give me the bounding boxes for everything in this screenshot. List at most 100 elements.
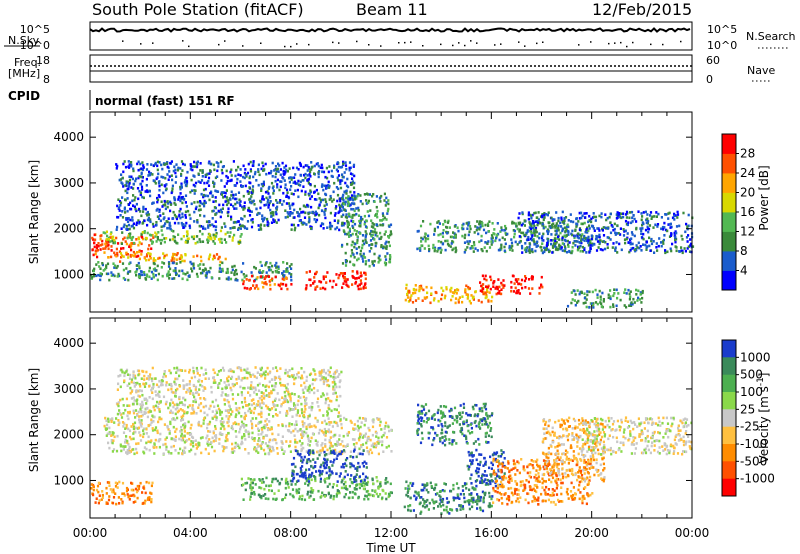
echo-cell (234, 193, 237, 196)
echo-cell (169, 267, 172, 271)
echo-cell (134, 207, 137, 211)
echo-cell (314, 220, 318, 224)
echo-cell (196, 160, 199, 164)
echo-cell (132, 204, 135, 207)
echo-cell (127, 234, 130, 237)
echo-cell (592, 302, 595, 305)
echo-cell (486, 286, 489, 289)
echo-cell (375, 223, 378, 227)
echo-cell (221, 445, 224, 448)
echo-cell (378, 197, 381, 200)
echo-cell (139, 407, 142, 411)
echo-cell (623, 230, 626, 233)
echo-cell (377, 256, 380, 260)
echo-cell (246, 171, 250, 175)
echo-cell (335, 451, 338, 455)
echo-cell (373, 238, 376, 241)
echo-cell (593, 229, 596, 232)
echo-cell (139, 182, 142, 186)
echo-cell (196, 163, 199, 167)
echo-cell (239, 180, 242, 183)
echo-cell (579, 244, 582, 248)
echo-cell (361, 243, 364, 247)
echo-cell (609, 238, 612, 241)
echo-cell (277, 283, 280, 287)
echo-cell (382, 214, 385, 218)
echo-cell (174, 203, 177, 206)
echo-cell (629, 303, 633, 306)
echo-cell (239, 367, 242, 371)
echo-cell (182, 223, 185, 226)
echo-cell (110, 245, 113, 248)
echo-cell (583, 292, 586, 295)
echo-cell (500, 226, 503, 229)
echo-cell (171, 187, 174, 190)
echo-cell (148, 410, 151, 414)
echo-cell (158, 256, 161, 260)
echo-cell (352, 226, 355, 229)
echo-cell (421, 299, 424, 302)
echo-cell (601, 248, 604, 252)
echo-cell (141, 161, 144, 164)
echo-cell (369, 438, 372, 442)
echo-cell (651, 215, 654, 219)
echo-cell (557, 228, 560, 232)
echo-cell (678, 250, 681, 253)
echo-cell (202, 227, 205, 230)
echo-cell (342, 198, 345, 202)
echo-cell (104, 267, 107, 271)
echo-cell (163, 372, 166, 376)
echo-cell (322, 286, 325, 290)
echo-cell (141, 195, 144, 199)
echo-cell (657, 212, 660, 216)
echo-cell (131, 242, 134, 245)
echo-cell (227, 394, 230, 397)
echo-cell (682, 211, 685, 215)
echo-cell (125, 435, 128, 438)
echo-cell (359, 231, 362, 235)
echo-cell (222, 196, 225, 199)
echo-cell (112, 241, 115, 245)
echo-cell (94, 501, 97, 504)
echo-cell (438, 222, 441, 225)
echo-cell (160, 183, 163, 187)
echo-cell (198, 204, 201, 208)
echo-cell (489, 275, 492, 279)
echo-cell (115, 502, 118, 506)
echo-cell (567, 233, 570, 236)
echo-cell (158, 390, 161, 394)
echo-cell (139, 403, 142, 406)
echo-cell (256, 276, 259, 279)
echo-cell (267, 451, 270, 455)
echo-cell (219, 427, 222, 430)
echo-cell (225, 196, 228, 199)
echo-cell (345, 283, 348, 286)
echo-cell (288, 214, 292, 217)
echo-cell (339, 443, 342, 446)
echo-cell (147, 496, 150, 500)
echo-cell (214, 213, 217, 216)
echo-cell (147, 174, 150, 177)
echo-cell (238, 201, 241, 205)
echo-cell (168, 170, 171, 173)
echo-cell (293, 382, 296, 385)
echo-cell (563, 226, 567, 230)
echo-cell (231, 196, 235, 200)
echo-cell (363, 242, 366, 246)
echo-cell (258, 412, 261, 416)
echo-cell (264, 452, 267, 456)
echo-cell (229, 368, 232, 371)
echo-cell (308, 173, 311, 176)
echo-cell (135, 442, 138, 446)
echo-cell (665, 213, 668, 216)
echo-cell (113, 238, 116, 242)
echo-cell (184, 210, 187, 214)
echo-cell (510, 246, 513, 250)
echo-cell (296, 188, 299, 192)
echo-cell (134, 383, 137, 386)
power-colorbar-label: Power [dB] (757, 165, 771, 230)
echo-cell (531, 220, 535, 223)
echo-cell (616, 216, 619, 219)
echo-cell (523, 219, 526, 222)
echo-cell (134, 487, 138, 491)
